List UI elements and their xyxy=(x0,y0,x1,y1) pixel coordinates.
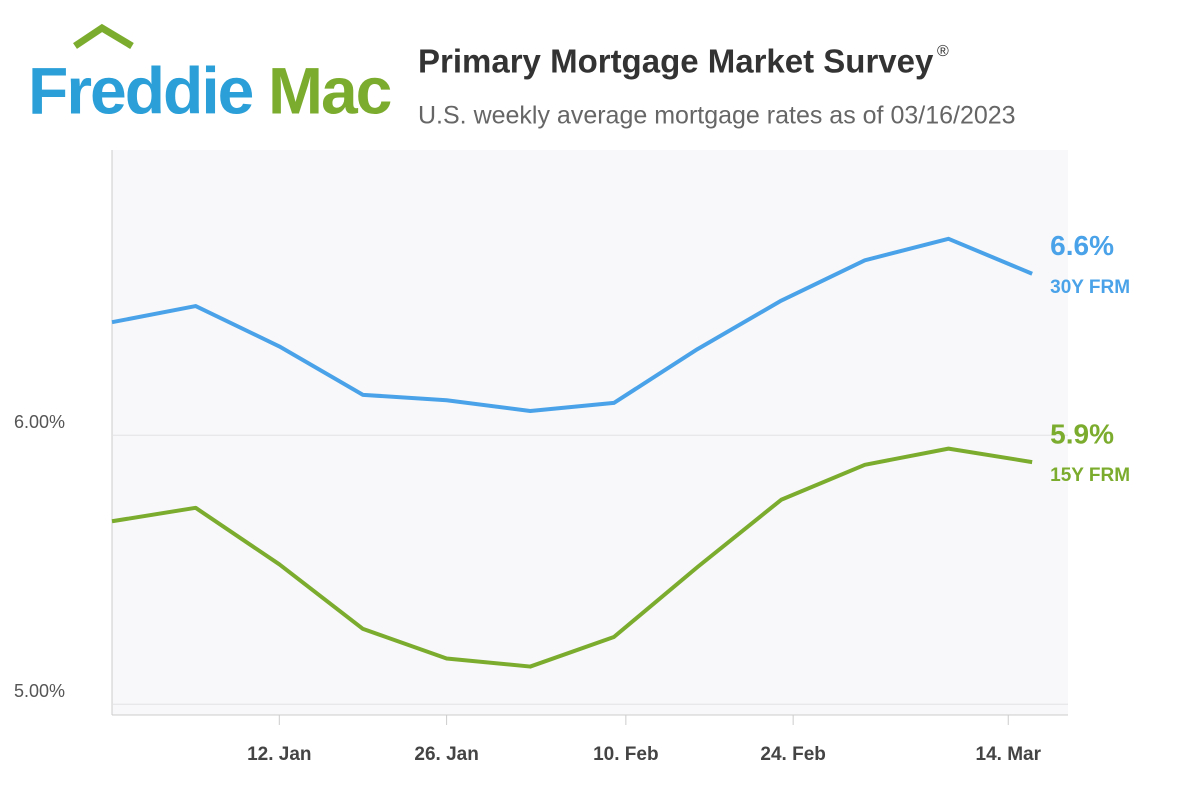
series-line xyxy=(111,236,1033,413)
x-tick-label: 26. Jan xyxy=(414,744,478,765)
series-line xyxy=(111,446,1033,669)
legend-label: 15Y FRM xyxy=(1050,465,1130,486)
x-tick-label: 10. Feb xyxy=(593,744,658,765)
value-label: 6.6% xyxy=(1050,230,1114,261)
x-tick-label: 12. Jan xyxy=(247,744,311,765)
value-label: 5.9% xyxy=(1050,418,1114,449)
legend-label: 30Y FRM xyxy=(1050,277,1130,298)
plot-area xyxy=(112,150,1068,715)
logo-mac: Mac xyxy=(268,53,391,127)
chart-title: Primary Mortgage Market Survey xyxy=(418,43,934,80)
y-tick-label: 5.00% xyxy=(14,681,65,701)
x-tick-label: 14. Mar xyxy=(976,744,1042,765)
x-tick-label: 24. Feb xyxy=(760,744,825,765)
chart-subtitle: U.S. weekly average mortgage rates as of… xyxy=(418,102,1016,130)
y-tick-label: 6.00% xyxy=(14,412,65,432)
logo-roof xyxy=(73,23,134,50)
title-mark: ® xyxy=(937,43,949,60)
logo-freddie: Freddie xyxy=(28,53,253,127)
